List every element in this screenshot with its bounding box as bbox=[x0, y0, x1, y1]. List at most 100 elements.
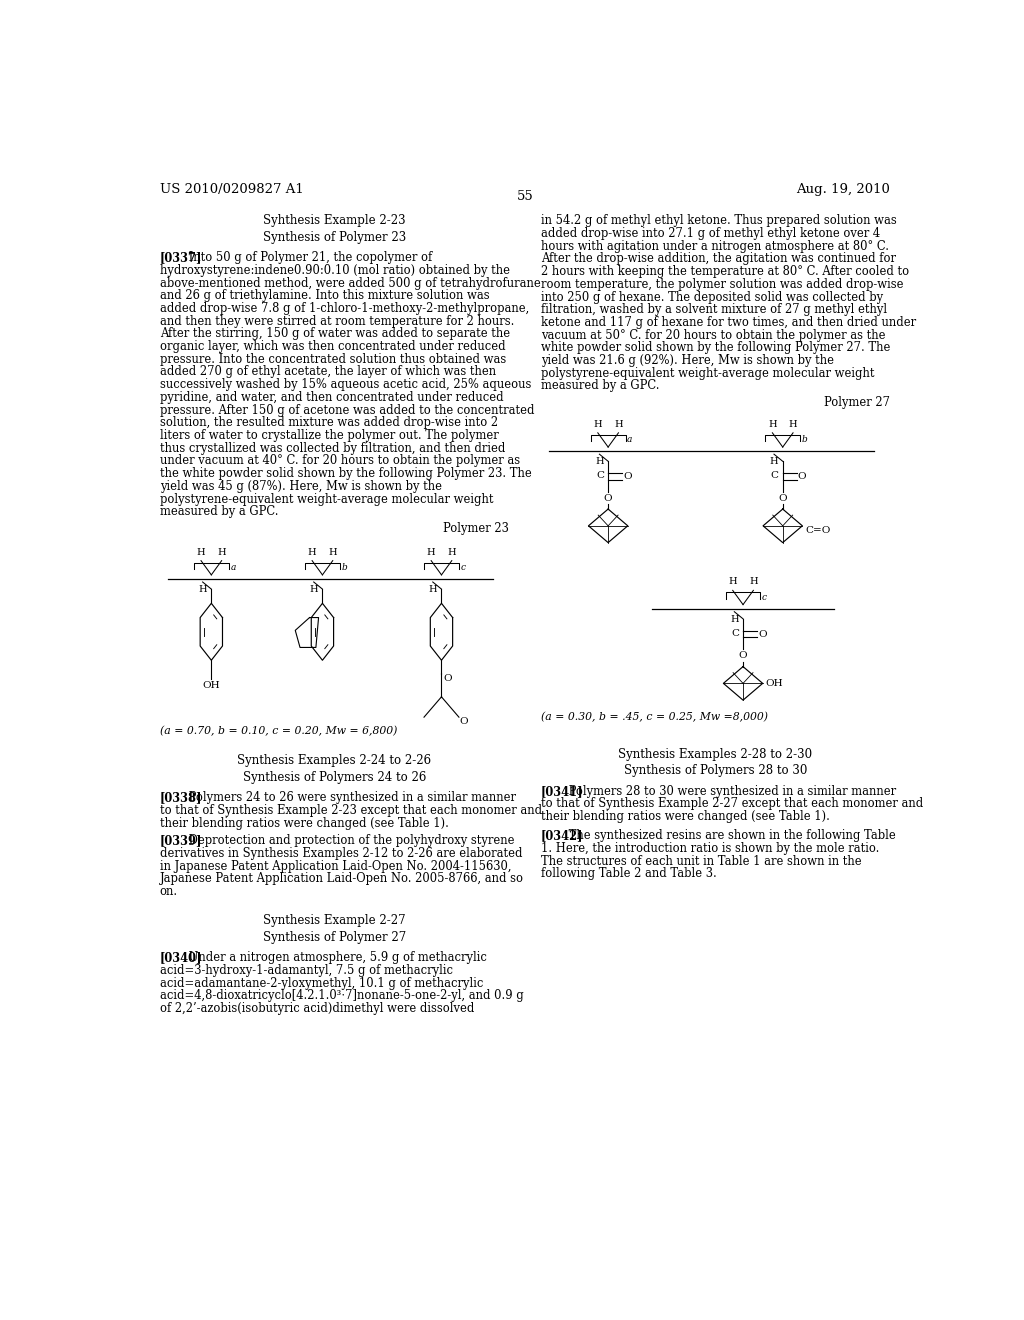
Text: After the stirring, 150 g of water was added to separate the: After the stirring, 150 g of water was a… bbox=[160, 327, 510, 341]
Text: 1. Here, the introduction ratio is shown by the mole ratio.: 1. Here, the introduction ratio is shown… bbox=[541, 842, 879, 855]
Text: and then they were stirred at room temperature for 2 hours.: and then they were stirred at room tempe… bbox=[160, 314, 514, 327]
Text: H: H bbox=[217, 548, 226, 557]
Text: Synthesis of Polymer 27: Synthesis of Polymer 27 bbox=[263, 931, 406, 944]
Text: Polymer 23: Polymer 23 bbox=[443, 521, 509, 535]
Text: [0338]: [0338] bbox=[160, 791, 203, 804]
Text: [0342]: [0342] bbox=[541, 829, 584, 842]
Text: added drop-wise 7.8 g of 1-chloro-1-methoxy-2-methylpropane,: added drop-wise 7.8 g of 1-chloro-1-meth… bbox=[160, 302, 529, 315]
Text: organic layer, which was then concentrated under reduced: organic layer, which was then concentrat… bbox=[160, 341, 506, 352]
Text: O: O bbox=[443, 675, 453, 684]
Text: successively washed by 15% aqueous acetic acid, 25% aqueous: successively washed by 15% aqueous aceti… bbox=[160, 379, 531, 391]
Text: [0337]: [0337] bbox=[160, 251, 203, 264]
Text: white powder solid shown by the following Polymer 27. The: white powder solid shown by the followin… bbox=[541, 342, 890, 354]
Text: in 54.2 g of methyl ethyl ketone. Thus prepared solution was: in 54.2 g of methyl ethyl ketone. Thus p… bbox=[541, 214, 896, 227]
Text: O: O bbox=[738, 651, 748, 660]
Text: (a = 0.30, b = .45, c = 0.25, Mw =8,000): (a = 0.30, b = .45, c = 0.25, Mw =8,000) bbox=[541, 713, 768, 722]
Text: vacuum at 50° C. for 20 hours to obtain the polymer as the: vacuum at 50° C. for 20 hours to obtain … bbox=[541, 329, 885, 342]
Text: to that of Synthesis Example 2-27 except that each monomer and: to that of Synthesis Example 2-27 except… bbox=[541, 797, 923, 810]
Text: C=O: C=O bbox=[806, 527, 830, 536]
Text: H: H bbox=[614, 420, 623, 429]
Text: acid=3-hydroxy-1-adamantyl, 7.5 g of methacrylic: acid=3-hydroxy-1-adamantyl, 7.5 g of met… bbox=[160, 964, 453, 977]
Text: C: C bbox=[731, 630, 739, 638]
Text: hours with agitation under a nitrogen atmosphere at 80° C.: hours with agitation under a nitrogen at… bbox=[541, 240, 889, 252]
Text: [0339]: [0339] bbox=[160, 834, 203, 847]
Text: to that of Synthesis Example 2-23 except that each monomer and: to that of Synthesis Example 2-23 except… bbox=[160, 804, 542, 817]
Text: polystyrene-equivalent weight-average molecular weight: polystyrene-equivalent weight-average mo… bbox=[160, 492, 494, 506]
Text: H: H bbox=[308, 548, 316, 557]
Text: C: C bbox=[771, 471, 778, 480]
Text: OH: OH bbox=[766, 678, 783, 688]
Text: H: H bbox=[728, 577, 737, 586]
Text: Deprotection and protection of the polyhydroxy styrene: Deprotection and protection of the polyh… bbox=[184, 834, 514, 847]
Text: added drop-wise into 27.1 g of methyl ethyl ketone over 4: added drop-wise into 27.1 g of methyl et… bbox=[541, 227, 880, 240]
Text: Polymer 27: Polymer 27 bbox=[824, 396, 890, 409]
Text: H: H bbox=[768, 420, 777, 429]
Text: US 2010/0209827 A1: US 2010/0209827 A1 bbox=[160, 182, 303, 195]
Text: filtration, washed by a solvent mixture of 27 g methyl ethyl: filtration, washed by a solvent mixture … bbox=[541, 304, 887, 317]
Text: yield was 45 g (87%). Here, Mw is shown by the: yield was 45 g (87%). Here, Mw is shown … bbox=[160, 480, 441, 492]
Text: The structures of each unit in Table 1 are shown in the: The structures of each unit in Table 1 a… bbox=[541, 854, 861, 867]
Text: ketone and 117 g of hexane for two times, and then dried under: ketone and 117 g of hexane for two times… bbox=[541, 315, 915, 329]
Text: a: a bbox=[230, 564, 236, 572]
Text: in Japanese Patent Application Laid-Open No. 2004-115630,: in Japanese Patent Application Laid-Open… bbox=[160, 859, 511, 873]
Text: H: H bbox=[427, 548, 435, 557]
Text: derivatives in Synthesis Examples 2-12 to 2-26 are elaborated: derivatives in Synthesis Examples 2-12 t… bbox=[160, 847, 522, 861]
Text: acid=4,8-dioxatricyclo[4.2.1.0³⋅7]nonane-5-one-2-yl, and 0.9 g: acid=4,8-dioxatricyclo[4.2.1.0³⋅7]nonane… bbox=[160, 989, 523, 1002]
Text: pyridine, and water, and then concentrated under reduced: pyridine, and water, and then concentrat… bbox=[160, 391, 504, 404]
Text: c: c bbox=[461, 564, 466, 572]
Text: their blending ratios were changed (see Table 1).: their blending ratios were changed (see … bbox=[541, 810, 829, 824]
Text: O: O bbox=[798, 473, 807, 480]
Text: O: O bbox=[460, 717, 468, 726]
Text: Under a nitrogen atmosphere, 5.9 g of methacrylic: Under a nitrogen atmosphere, 5.9 g of me… bbox=[184, 952, 486, 964]
Text: H: H bbox=[594, 420, 602, 429]
Text: H: H bbox=[749, 577, 758, 586]
Text: H: H bbox=[788, 420, 798, 429]
Text: H: H bbox=[595, 457, 604, 466]
Text: O: O bbox=[604, 494, 612, 503]
Text: Synthesis Examples 2-24 to 2-26: Synthesis Examples 2-24 to 2-26 bbox=[238, 754, 431, 767]
Text: above-mentioned method, were added 500 g of tetrahydrofurane: above-mentioned method, were added 500 g… bbox=[160, 277, 541, 289]
Text: Synthesis of Polymers 28 to 30: Synthesis of Polymers 28 to 30 bbox=[624, 764, 807, 777]
Text: hydroxystyrene:indene0.90:0.10 (mol ratio) obtained by the: hydroxystyrene:indene0.90:0.10 (mol rati… bbox=[160, 264, 510, 277]
Text: [0341]: [0341] bbox=[541, 785, 584, 797]
Text: H: H bbox=[770, 457, 778, 466]
Text: of 2,2’-azobis(isobutyric acid)dimethyl were dissolved: of 2,2’-azobis(isobutyric acid)dimethyl … bbox=[160, 1002, 474, 1015]
Text: C: C bbox=[596, 471, 604, 480]
Text: Aug. 19, 2010: Aug. 19, 2010 bbox=[796, 182, 890, 195]
Text: O: O bbox=[778, 494, 787, 503]
Text: room temperature, the polymer solution was added drop-wise: room temperature, the polymer solution w… bbox=[541, 277, 903, 290]
Text: added 270 g of ethyl acetate, the layer of which was then: added 270 g of ethyl acetate, the layer … bbox=[160, 366, 496, 379]
Text: H: H bbox=[197, 548, 206, 557]
Text: Into 50 g of Polymer 21, the copolymer of: Into 50 g of Polymer 21, the copolymer o… bbox=[184, 251, 432, 264]
Text: acid=adamantane-2-yloxymethyl, 10.1 g of methacrylic: acid=adamantane-2-yloxymethyl, 10.1 g of… bbox=[160, 977, 483, 990]
Text: into 250 g of hexane. The deposited solid was collected by: into 250 g of hexane. The deposited soli… bbox=[541, 290, 883, 304]
Text: measured by a GPC.: measured by a GPC. bbox=[160, 506, 279, 519]
Text: their blending ratios were changed (see Table 1).: their blending ratios were changed (see … bbox=[160, 817, 449, 829]
Text: H: H bbox=[329, 548, 337, 557]
Text: Synthesis Example 2-27: Synthesis Example 2-27 bbox=[263, 915, 406, 928]
Text: pressure. Into the concentrated solution thus obtained was: pressure. Into the concentrated solution… bbox=[160, 352, 506, 366]
Text: a: a bbox=[627, 436, 633, 445]
Text: Synthesis Examples 2-28 to 2-30: Synthesis Examples 2-28 to 2-30 bbox=[618, 748, 812, 760]
Text: O: O bbox=[624, 473, 632, 480]
Text: Synthesis of Polymers 24 to 26: Synthesis of Polymers 24 to 26 bbox=[243, 771, 426, 784]
Text: on.: on. bbox=[160, 886, 178, 898]
Text: O: O bbox=[758, 630, 767, 639]
Text: 2 hours with keeping the temperature at 80° C. After cooled to: 2 hours with keeping the temperature at … bbox=[541, 265, 908, 279]
Text: Polymers 24 to 26 were synthesized in a similar manner: Polymers 24 to 26 were synthesized in a … bbox=[184, 791, 515, 804]
Text: H: H bbox=[428, 585, 437, 594]
Text: measured by a GPC.: measured by a GPC. bbox=[541, 379, 659, 392]
Text: pressure. After 150 g of acetone was added to the concentrated: pressure. After 150 g of acetone was add… bbox=[160, 404, 535, 417]
Text: following Table 2 and Table 3.: following Table 2 and Table 3. bbox=[541, 867, 717, 880]
Text: (a = 0.70, b = 0.10, c = 0.20, Mw = 6,800): (a = 0.70, b = 0.10, c = 0.20, Mw = 6,80… bbox=[160, 726, 397, 737]
Text: thus crystallized was collected by filtration, and then dried: thus crystallized was collected by filtr… bbox=[160, 442, 505, 454]
Text: polystyrene-equivalent weight-average molecular weight: polystyrene-equivalent weight-average mo… bbox=[541, 367, 874, 380]
Text: c: c bbox=[762, 593, 767, 602]
Text: Japanese Patent Application Laid-Open No. 2005-8766, and so: Japanese Patent Application Laid-Open No… bbox=[160, 873, 523, 886]
Text: After the drop-wise addition, the agitation was continued for: After the drop-wise addition, the agitat… bbox=[541, 252, 896, 265]
Text: the white powder solid shown by the following Polymer 23. The: the white powder solid shown by the foll… bbox=[160, 467, 531, 480]
Text: [0340]: [0340] bbox=[160, 952, 203, 964]
Text: solution, the resulted mixture was added drop-wise into 2: solution, the resulted mixture was added… bbox=[160, 416, 498, 429]
Text: 55: 55 bbox=[516, 190, 534, 203]
Text: b: b bbox=[802, 436, 808, 445]
